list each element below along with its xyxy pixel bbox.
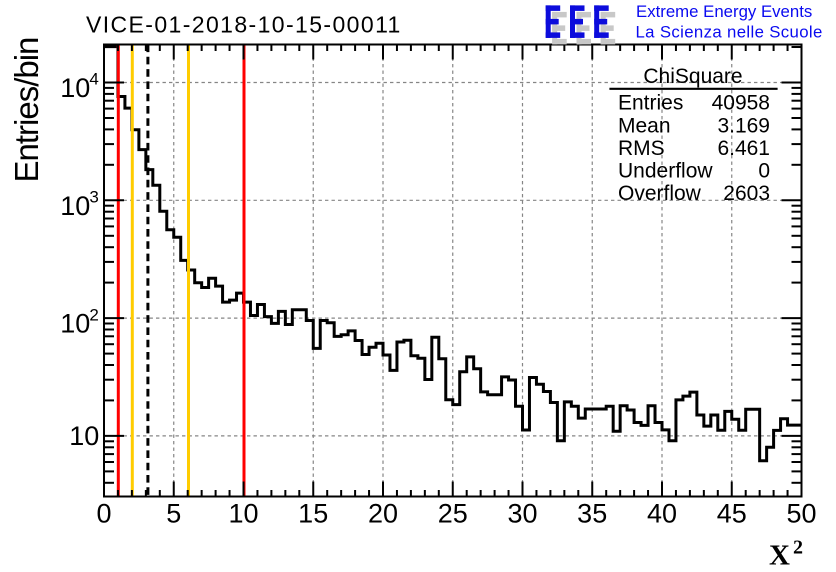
svg-text:40958: 40958 <box>712 92 770 115</box>
svg-text:2: 2 <box>89 305 98 324</box>
svg-text:Overflow: Overflow <box>618 182 702 205</box>
svg-text:25: 25 <box>438 499 468 529</box>
svg-text:35: 35 <box>577 499 607 529</box>
svg-text:15: 15 <box>298 499 328 529</box>
svg-text:VICE-01-2018-10-15-00011: VICE-01-2018-10-15-00011 <box>86 12 402 38</box>
svg-text:Extreme Energy Events: Extreme Energy Events <box>636 2 812 21</box>
svg-text:ChiSquare: ChiSquare <box>643 65 742 88</box>
svg-text:10: 10 <box>60 73 90 103</box>
svg-text:20: 20 <box>368 499 398 529</box>
svg-text:5: 5 <box>166 499 181 529</box>
svg-text:La Scienza nelle Scuole: La Scienza nelle Scuole <box>636 22 823 41</box>
svg-text:50: 50 <box>786 499 816 529</box>
svg-text:RMS: RMS <box>618 137 665 160</box>
svg-text:X: X <box>769 540 790 572</box>
svg-text:Entries/bin: Entries/bin <box>8 38 45 183</box>
svg-text:10: 10 <box>69 421 99 451</box>
svg-text:10: 10 <box>228 499 258 529</box>
svg-text:0: 0 <box>96 499 111 529</box>
svg-text:10: 10 <box>60 309 90 339</box>
svg-text:2: 2 <box>793 536 803 558</box>
svg-text:Underflow: Underflow <box>618 160 713 183</box>
svg-text:4: 4 <box>89 70 98 89</box>
svg-text:40: 40 <box>647 499 677 529</box>
svg-text:3: 3 <box>89 188 98 207</box>
svg-text:30: 30 <box>507 499 537 529</box>
svg-text:2603: 2603 <box>723 182 770 205</box>
svg-text:45: 45 <box>717 499 747 529</box>
svg-text:Mean: Mean <box>618 114 671 137</box>
svg-text:6.461: 6.461 <box>717 137 770 160</box>
svg-text:Entries: Entries <box>618 92 683 115</box>
svg-text:10: 10 <box>60 191 90 221</box>
svg-text:0: 0 <box>758 160 770 183</box>
svg-text:3.169: 3.169 <box>717 114 770 137</box>
